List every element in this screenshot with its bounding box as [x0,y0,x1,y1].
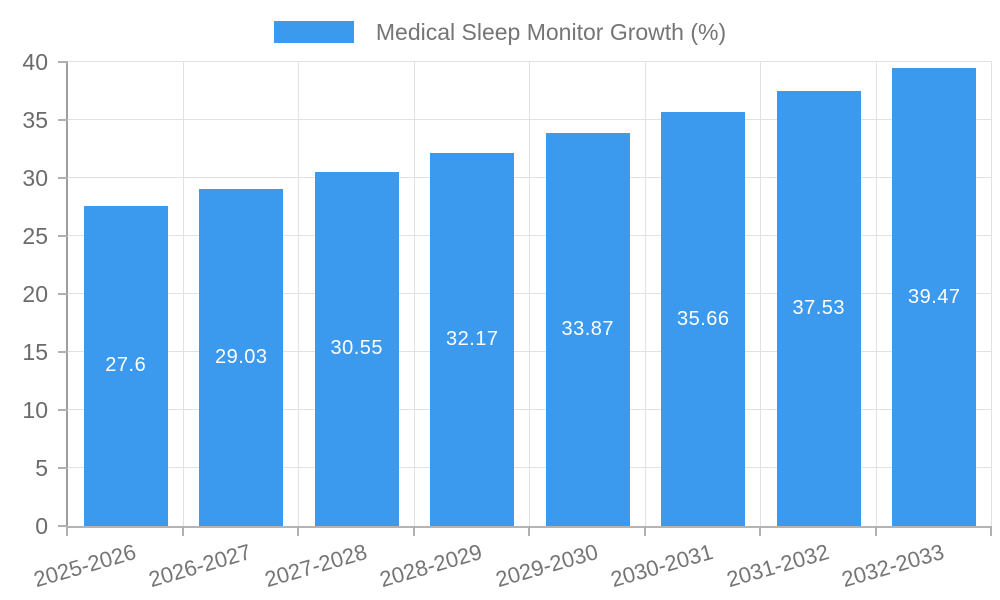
gridline-horizontal [68,235,992,236]
y-axis-tick [58,467,68,469]
plot-area: 27.6 29.03 30.55 32.17 33.87 35.66 37.53 39.47 [66,61,992,528]
gridline-vertical [644,62,646,526]
y-tick-label: 35 [22,107,48,133]
gridline-vertical [413,62,415,526]
y-axis-tick [58,525,68,527]
x-tick-label: 2027-2028 [261,539,370,593]
gridline-vertical [991,62,992,526]
y-tick-label: 15 [22,339,48,365]
y-axis-tick [58,409,68,411]
legend[interactable]: Medical Sleep Monitor Growth (%) [0,19,1000,45]
x-tick-label: 2030-2031 [607,539,716,593]
bar[interactable]: 35.66 [661,112,746,526]
y-tick-label: 5 [35,455,48,481]
gridline-vertical [875,62,877,526]
bar-value-label: 35.66 [676,307,730,330]
x-tick-label: 2032-2033 [838,539,947,593]
gridline-vertical [298,62,299,526]
gridline-horizontal [68,409,992,410]
y-tick-label: 0 [35,513,48,539]
bar[interactable]: 37.53 [776,90,861,526]
y-axis-tick [58,351,68,353]
bar[interactable]: 33.87 [545,133,630,526]
x-axis-tick [297,526,299,536]
y-axis-tick [58,119,68,121]
x-tick-label: 2031-2032 [723,539,832,593]
bar-value-label: 37.53 [792,296,846,319]
x-tick-label: 2028-2029 [376,539,485,593]
gridline-horizontal [68,119,992,120]
bar[interactable]: 32.17 [430,152,515,526]
bar[interactable]: 30.55 [314,171,399,526]
x-axis-tick [528,526,530,536]
y-axis-tick [58,177,68,179]
x-axis-tick [990,526,992,536]
x-tick-label: 2029-2030 [492,539,601,593]
x-axis-tick [181,526,184,536]
y-tick-label: 40 [22,49,48,75]
bar-value-label: 32.17 [445,327,499,350]
bar-value-label: 27.6 [105,354,147,377]
gridline-vertical [529,62,530,526]
y-axis-tick [58,235,68,237]
gridline-horizontal [68,177,992,178]
gridline-vertical [182,62,184,526]
legend-swatch [273,21,354,43]
bar[interactable]: 27.6 [83,205,168,526]
x-axis-tick [66,526,68,536]
gridline-horizontal [68,293,992,294]
y-axis-tick [58,61,68,63]
y-tick-label: 10 [22,397,48,423]
bar-value-label: 39.47 [907,285,961,308]
bar-value-label: 30.55 [330,337,384,360]
bar-value-label: 29.03 [214,346,268,369]
y-tick-label: 25 [22,223,48,249]
x-axis-tick [874,526,877,536]
x-axis-tick [759,526,761,536]
legend-label: Medical Sleep Monitor Growth (%) [375,19,727,45]
bar-value-label: 33.87 [561,318,615,341]
bar[interactable]: 39.47 [892,68,977,526]
gridline-vertical [760,62,761,526]
y-axis-tick [58,293,68,295]
y-tick-label: 30 [22,165,48,191]
x-tick-label: 2026-2027 [145,539,254,593]
x-axis-tick [643,526,646,536]
y-tick-label: 20 [22,281,48,307]
gridline-horizontal [68,351,992,352]
gridline-horizontal [68,467,992,468]
bar[interactable]: 29.03 [199,189,284,526]
x-axis-tick [412,526,415,536]
gridline-horizontal [68,61,992,62]
x-tick-label: 2025-2026 [30,539,139,593]
